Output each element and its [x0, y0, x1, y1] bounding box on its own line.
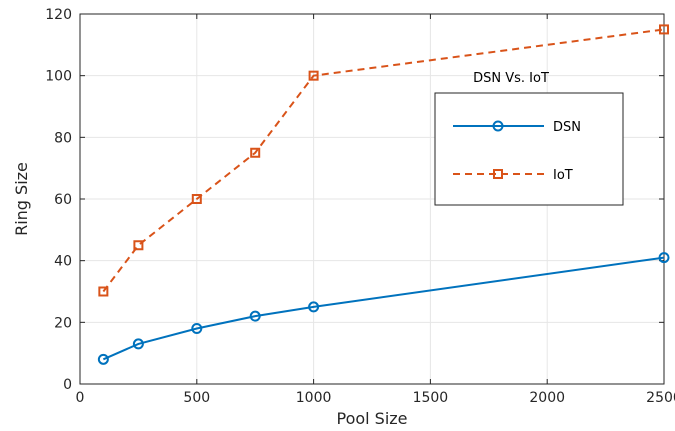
x-tick-label: 1500: [413, 390, 449, 406]
y-axis-label: Ring Size: [12, 162, 31, 236]
series-line-iot: [102, 28, 665, 293]
x-tick-label: 0: [76, 390, 85, 406]
y-tick-label: 120: [45, 7, 72, 23]
y-tick-label: 100: [45, 69, 72, 85]
data-point-dsn: [191, 323, 203, 334]
legend-marker-iot: [493, 169, 503, 179]
legend-label-dsn: DSN: [553, 120, 581, 135]
legend-marker-dsn: [492, 120, 504, 132]
data-point-iot: [191, 194, 202, 204]
data-point-dsn: [249, 310, 261, 322]
y-tick-label: 40: [54, 254, 72, 270]
data-point-iot: [659, 24, 669, 35]
y-tick-label: 0: [63, 377, 72, 393]
x-tick-label: 1000: [296, 390, 332, 406]
x-tick-label: 2000: [529, 390, 565, 406]
data-point-dsn: [132, 338, 144, 350]
data-point-iot: [308, 70, 319, 81]
data-point-iot: [133, 240, 144, 251]
legend-label-iot: IoT: [553, 168, 573, 183]
data-point-iot: [98, 286, 109, 297]
y-tick-label: 60: [54, 192, 72, 208]
series-layer: [97, 24, 670, 365]
data-point-dsn: [658, 252, 670, 264]
y-tick-label: 80: [54, 130, 72, 146]
data-point-dsn: [308, 301, 320, 313]
data-point-dsn: [97, 353, 109, 365]
data-point-iot: [250, 147, 261, 158]
x-tick-label: 500: [183, 390, 210, 406]
legend-title: DSN Vs. IoT: [473, 71, 549, 86]
x-axis-label: Pool Size: [336, 409, 407, 428]
legend: DSN IoT: [434, 92, 624, 206]
legend-box: [434, 92, 624, 206]
y-tick-label: 20: [54, 315, 72, 331]
series-line-dsn: [102, 256, 665, 361]
